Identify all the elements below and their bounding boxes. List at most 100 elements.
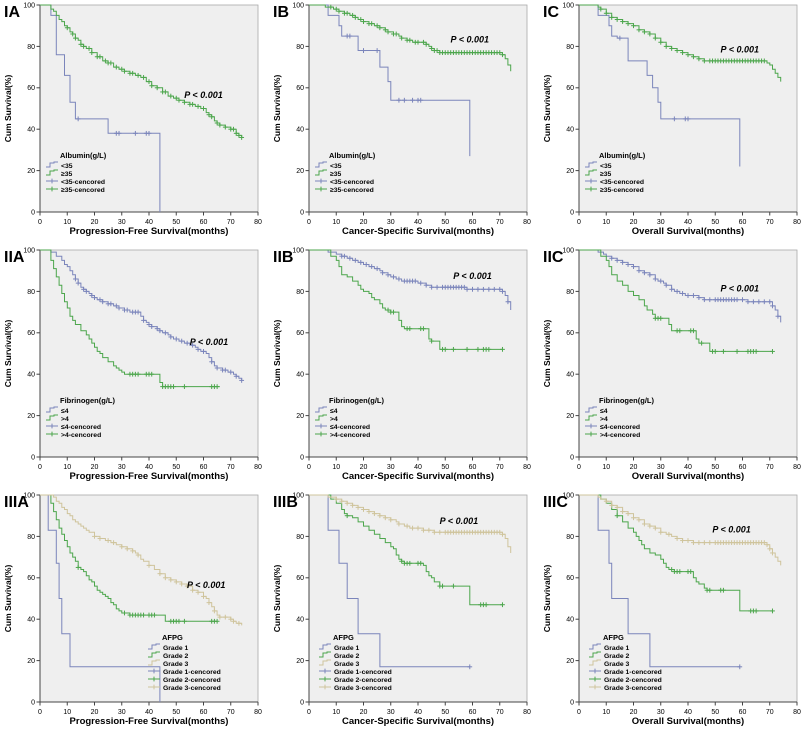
km-plot-svg: 0 10 20 30 40 50 60 70 80 0 20 40 60 80 100 P < 0.001 Al… [542, 2, 801, 237]
y-tick-label: 100 [293, 2, 305, 9]
km-panel-IIIA: 0 10 20 30 40 50 60 70 80 0 20 40 60 80 100 P < 0.001 AF… [0, 490, 269, 735]
y-tick-label: 60 [297, 575, 305, 582]
censor-marks-tan [334, 496, 506, 537]
legend-item-label: >4 [61, 416, 69, 423]
x-tick-label: 60 [469, 709, 477, 716]
x-tick-label: 40 [145, 709, 153, 716]
x-tick-label: 70 [496, 709, 504, 716]
x-tick-label: 20 [91, 219, 99, 226]
censor-marks-green [614, 513, 775, 614]
legend-censor-swatch [148, 676, 160, 682]
x-tick-label: 10 [333, 709, 341, 716]
legend-item-label: <35 [61, 163, 73, 170]
y-tick-label: 40 [297, 617, 305, 624]
legend-item-label: Grade 2-cencored [334, 677, 392, 684]
legend-censor-swatch [588, 668, 601, 674]
legend-title: Fibrinogen(g/L) [60, 396, 115, 405]
panel-label: IIIB [273, 494, 298, 511]
x-tick-label: 50 [711, 464, 719, 471]
x-tick-label: 80 [793, 464, 801, 471]
x-tick-label: 10 [333, 464, 341, 471]
legend-item-label: ≥35-cencored [61, 187, 105, 194]
p-value-label: P < 0.001 [451, 34, 489, 44]
censor-marks-green [328, 4, 506, 58]
y-tick-label: 0 [300, 454, 304, 461]
y-tick-label: 80 [297, 44, 305, 51]
x-tick-label: 80 [523, 219, 531, 226]
legend-censor-swatch [319, 676, 332, 682]
y-axis-title: Cum Survival(%) [3, 75, 13, 143]
y-tick-label: 100 [562, 247, 574, 254]
x-tick-label: 20 [360, 709, 368, 716]
y-tick-label: 60 [27, 575, 35, 582]
legend-item-label: Grade 3-cencored [163, 685, 221, 692]
legend-line-swatch [315, 161, 328, 168]
y-tick-label: 40 [27, 127, 35, 134]
legend-item-label: >4 [600, 416, 608, 423]
legend-item-label: >4-cencored [330, 432, 370, 439]
legend-line-swatch [588, 659, 601, 666]
x-tick-label: 0 [307, 219, 311, 226]
x-tick-label: 40 [414, 464, 422, 471]
legend-line-swatch [148, 643, 160, 650]
x-tick-label: 60 [200, 464, 208, 471]
y-tick-label: 0 [570, 454, 574, 461]
y-tick-label: 20 [566, 168, 574, 175]
y-tick-label: 20 [297, 413, 305, 420]
p-value-label: P < 0.001 [454, 271, 492, 281]
x-tick-label: 30 [387, 709, 395, 716]
censor-marks-green [75, 565, 220, 624]
legend-line-swatch [319, 643, 332, 650]
y-tick-label: 100 [23, 2, 35, 9]
legend-item-label: Grade 1 [334, 645, 360, 652]
x-tick-label: 20 [629, 709, 637, 716]
y-tick-label: 40 [297, 372, 305, 379]
x-tick-label: 60 [469, 464, 477, 471]
x-tick-label: 10 [333, 219, 341, 226]
y-tick-label: 80 [566, 44, 574, 51]
y-tick-label: 100 [293, 492, 305, 499]
y-axis-title: Cum Survival(%) [272, 320, 282, 388]
y-tick-label: 60 [297, 85, 305, 92]
y-tick-label: 40 [297, 127, 305, 134]
x-tick-label: 70 [766, 709, 774, 716]
y-tick-label: 60 [566, 575, 574, 582]
x-tick-label: 10 [63, 219, 71, 226]
legend-item-label: ≤4-cencored [330, 424, 370, 431]
panel-label: IIIA [4, 494, 29, 511]
p-value-label: P < 0.001 [184, 90, 222, 100]
legend-censor-swatch [315, 431, 328, 437]
legend-item-label: Grade 2-cencored [163, 677, 221, 684]
y-tick-label: 100 [293, 247, 305, 254]
km-plot-svg: 0 10 20 30 40 50 60 70 80 0 20 40 60 80 100 P < 0.001 Fi… [542, 247, 801, 482]
x-tick-label: 0 [38, 464, 42, 471]
legend-line-swatch [148, 651, 160, 658]
panel-label: IC [543, 4, 559, 21]
y-tick-label: 100 [23, 492, 35, 499]
legend-line-swatch [148, 659, 160, 666]
y-tick-label: 0 [300, 699, 304, 706]
y-tick-label: 40 [566, 617, 574, 624]
y-tick-label: 20 [297, 658, 305, 665]
legend-censor-swatch [148, 668, 160, 674]
x-tick-label: 50 [172, 464, 180, 471]
panel-label: IIB [273, 249, 293, 266]
km-panel-IIIB: 0 10 20 30 40 50 60 70 80 0 20 40 60 80 100 P < 0.001 AF… [269, 490, 538, 735]
legend-item-label: Grade 2-cencored [604, 677, 662, 684]
censor-marks-green [127, 371, 220, 390]
y-tick-label: 80 [566, 289, 574, 296]
survival-curve-blue [309, 249, 512, 310]
x-tick-label: 50 [442, 219, 450, 226]
x-tick-label: 50 [172, 219, 180, 226]
x-tick-label: 20 [629, 464, 637, 471]
legend-item-label: Grade 3-cencored [604, 685, 662, 692]
censor-marks-blue [339, 253, 511, 305]
legend-line-swatch [588, 651, 601, 658]
x-tick-label: 80 [254, 709, 262, 716]
x-tick-label: 40 [414, 709, 422, 716]
x-axis-title: Overall Survival(months) [631, 226, 743, 237]
x-tick-label: 0 [38, 219, 42, 226]
x-tick-label: 40 [145, 219, 153, 226]
y-tick-label: 0 [31, 454, 35, 461]
